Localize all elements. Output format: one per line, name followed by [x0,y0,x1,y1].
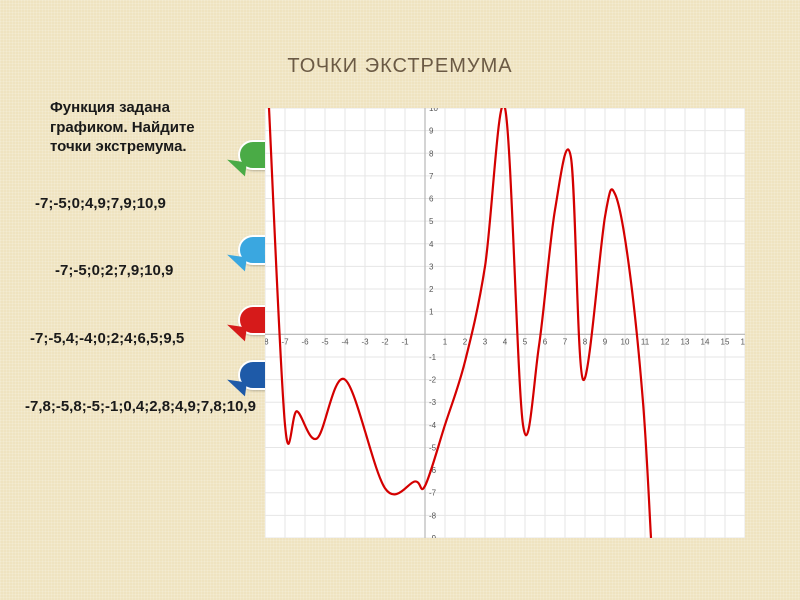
svg-text:9: 9 [429,127,434,136]
svg-text:5: 5 [523,337,528,346]
svg-text:3: 3 [429,262,434,271]
svg-text:13: 13 [681,337,690,346]
svg-text:8: 8 [429,149,434,158]
svg-text:10: 10 [429,108,438,113]
svg-text:-4: -4 [429,421,437,430]
svg-text:14: 14 [701,337,710,346]
svg-text:15: 15 [721,337,730,346]
svg-text:3: 3 [483,337,488,346]
svg-text:6: 6 [429,195,434,204]
answer-option-3[interactable]: -7,8;-5,8;-5;-1;0,4;2,8;4,9;7,8;10,9 [25,398,265,417]
svg-text:-3: -3 [429,398,437,407]
answer-option-0[interactable]: -7;-5;0;4,9;7,9;10,9 [35,195,235,214]
task-prompt: Функция задана графиком. Найдите точки э… [50,98,240,157]
svg-text:5: 5 [429,217,434,226]
svg-text:-2: -2 [429,376,437,385]
svg-text:-7: -7 [281,337,289,346]
svg-text:4: 4 [429,240,434,249]
svg-text:1: 1 [429,308,434,317]
svg-text:8: 8 [583,337,588,346]
svg-text:-4: -4 [341,337,349,346]
page-title: ТОЧКИ ЭКСТРЕМУМА [0,55,800,78]
svg-text:10: 10 [621,337,630,346]
svg-text:-7: -7 [429,489,437,498]
svg-text:4: 4 [503,337,508,346]
svg-text:1: 1 [443,337,448,346]
svg-text:-1: -1 [429,353,437,362]
svg-text:-9: -9 [429,534,437,538]
answer-option-2[interactable]: -7;-5,4;-4;0;2;4;6,5;9,5 [30,330,230,349]
svg-text:12: 12 [661,337,670,346]
svg-text:-8: -8 [429,511,437,520]
svg-text:11: 11 [641,337,650,346]
svg-text:-5: -5 [321,337,329,346]
svg-text:-6: -6 [301,337,309,346]
svg-text:2: 2 [429,285,434,294]
svg-text:16: 16 [741,337,745,346]
svg-text:7: 7 [429,172,434,181]
svg-text:-3: -3 [361,337,369,346]
svg-text:-8: -8 [265,337,269,346]
svg-text:-5: -5 [429,443,437,452]
svg-text:-2: -2 [381,337,389,346]
svg-text:9: 9 [603,337,608,346]
svg-text:2: 2 [463,337,468,346]
svg-text:-1: -1 [401,337,409,346]
svg-text:6: 6 [543,337,548,346]
svg-text:7: 7 [563,337,568,346]
function-chart: -8-7-6-5-4-3-2-112345678910111213141516-… [265,108,745,538]
